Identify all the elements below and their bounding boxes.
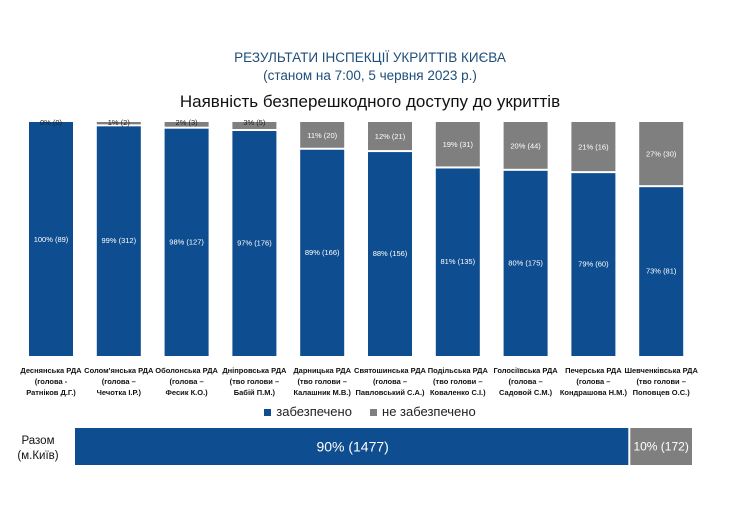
category-label: Ратніков Д.Г.) xyxy=(26,388,76,397)
category-label: Поповцев О.С.) xyxy=(633,388,691,397)
data-label-not-provided: 0% (0) xyxy=(40,118,63,127)
legend-label-provided: забезпечено xyxy=(276,404,352,419)
category-label: Святошинська РДА xyxy=(354,366,427,375)
category-label: (тво голови – xyxy=(433,377,483,386)
data-label-not-provided: 27% (30) xyxy=(646,150,677,159)
data-label-provided: 81% (135) xyxy=(440,257,475,266)
total-bar-provided xyxy=(75,428,629,465)
category-label: Фесик К.О.) xyxy=(166,388,209,397)
legend: забезпечено не забезпечено xyxy=(0,404,740,419)
report-title: РЕЗУЛЬТАТИ ІНСПЕКЦІЇ УКРИТТІВ КИЄВА xyxy=(234,50,506,65)
category-label: Печерська РДА xyxy=(565,366,622,375)
category-label: (тво голови – xyxy=(297,377,347,386)
data-label-not-provided: 20% (44) xyxy=(510,141,541,150)
data-label-not-provided: 11% (20) xyxy=(307,131,337,140)
total-label-line1: Разом xyxy=(21,435,55,447)
data-label-not-provided: 2% (3) xyxy=(176,118,199,127)
bar-provided xyxy=(164,128,209,356)
report-subtitle: (станом на 7:00, 5 червня 2023 р.) xyxy=(263,68,477,83)
data-label-provided: 88% (156) xyxy=(373,249,408,258)
category-label: Калашник М.В.) xyxy=(294,388,352,397)
category-label: Коваленко С.І.) xyxy=(430,388,486,397)
category-label: Деснянська РДА xyxy=(20,366,82,375)
bar-not-provided xyxy=(96,122,141,125)
data-label-provided: 98% (127) xyxy=(169,237,204,246)
bar-provided xyxy=(29,122,73,356)
bar-provided xyxy=(435,168,480,356)
category-label: (тво голови – xyxy=(636,377,686,386)
bar-not-provided xyxy=(503,122,548,169)
data-label-not-provided: 19% (31) xyxy=(443,140,474,149)
data-label-provided: 80% (175) xyxy=(508,258,543,267)
category-label: Оболонська РДА xyxy=(155,366,218,375)
data-label-provided: 79% (60) xyxy=(578,260,609,269)
bar-not-provided xyxy=(232,122,277,130)
data-label-provided: 100% (89) xyxy=(34,235,69,244)
category-label: Кондрашова Н.М.) xyxy=(560,388,628,397)
bar-provided xyxy=(96,126,141,356)
chart-title: Наявність безперешкодного доступу до укр… xyxy=(179,92,561,111)
bar-not-provided xyxy=(639,122,684,186)
data-label-provided: 73% (81) xyxy=(646,267,677,276)
category-label: Солом'янська РДА xyxy=(84,366,154,375)
category-label: Дніпровська РДА xyxy=(222,366,287,375)
category-label: Голосіївська РДА xyxy=(493,366,558,375)
bar-not-provided xyxy=(571,122,616,172)
bar-provided xyxy=(639,187,684,356)
bar-not-provided xyxy=(164,122,209,127)
data-label-provided: 89% (166) xyxy=(305,248,340,257)
data-label-not-provided: 3% (5) xyxy=(243,118,266,127)
bar-provided xyxy=(232,131,277,356)
bar-provided xyxy=(368,152,412,356)
total-label-provided: 90% (1477) xyxy=(316,439,388,455)
legend-label-not-provided: не забезпечено xyxy=(382,404,476,419)
category-label: (голова – xyxy=(373,377,407,386)
total-label: Разом (м.Київ) xyxy=(10,434,66,464)
legend-swatch-not-provided xyxy=(370,409,378,417)
bar-not-provided xyxy=(368,122,412,151)
category-label: Павловський С.А.) xyxy=(355,388,425,397)
total-label-line2: (м.Київ) xyxy=(17,450,59,462)
data-label-not-provided: 21% (16) xyxy=(578,143,609,152)
bar-not-provided xyxy=(435,122,480,167)
category-label: (голова – xyxy=(170,377,204,386)
category-label: (тво голови – xyxy=(230,377,280,386)
category-label: Дарницька РДА xyxy=(293,366,351,375)
data-label-provided: 97% (176) xyxy=(237,239,272,248)
data-label-provided: 99% (312) xyxy=(101,236,136,245)
category-label: (голова – xyxy=(576,377,610,386)
bar-not-provided xyxy=(300,122,345,148)
total-bar-not-provided xyxy=(630,428,692,465)
category-label: Бабій П.М.) xyxy=(234,388,276,397)
category-label: Шевченківська РДА xyxy=(624,366,698,375)
category-label: (голова – xyxy=(102,377,136,386)
bar-provided xyxy=(503,170,548,356)
category-label: (голова – xyxy=(509,377,543,386)
bar-provided xyxy=(571,173,616,356)
category-label: (голова - xyxy=(35,377,68,386)
category-label: Подільська РДА xyxy=(428,366,489,375)
data-label-not-provided: 12% (21) xyxy=(375,132,406,141)
category-label: Чечотка І.Р.) xyxy=(97,388,142,397)
category-label: Садовой С.М.) xyxy=(499,388,553,397)
total-label-not-provided: 10% (172) xyxy=(633,440,688,454)
data-label-not-provided: 1% (2) xyxy=(108,118,131,127)
bar-provided xyxy=(300,149,345,356)
legend-swatch-provided xyxy=(264,409,272,417)
